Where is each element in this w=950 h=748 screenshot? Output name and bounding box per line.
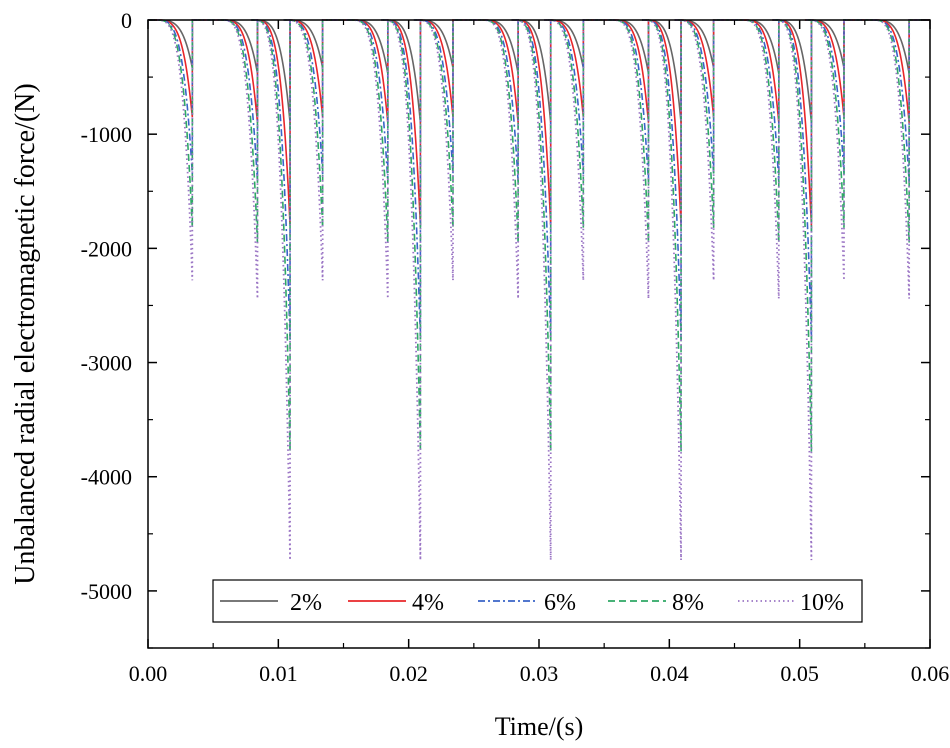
y-tick-label: -4000: [81, 465, 132, 490]
legend-box: [212, 579, 863, 623]
x-axis-label: Time/(s): [495, 712, 584, 741]
y-tick-label: 0: [121, 8, 132, 33]
x-tick-label: 0.00: [129, 661, 168, 686]
legend: 2% 4% 6% 8% 10%: [212, 579, 863, 623]
y-axis-label: Unbalanced radial electromagnetic force/…: [10, 83, 41, 584]
y-tick-label: -5000: [81, 579, 132, 604]
y-tick-label: -3000: [81, 351, 132, 376]
legend-label-3: 6%: [544, 590, 576, 616]
x-tick-label: 0.02: [389, 661, 428, 686]
legend-label-4: 8%: [672, 590, 704, 616]
legend-label-2: 4%: [412, 590, 444, 616]
legend-label-5: 10%: [800, 590, 844, 616]
x-tick-label: 0.06: [911, 661, 950, 686]
x-tick-label: 0.05: [780, 661, 819, 686]
y-tick-label: -1000: [81, 122, 132, 147]
series-line-2: [148, 19, 930, 226]
x-tick-label: 0.03: [520, 661, 559, 686]
y-tick-label: -2000: [81, 236, 132, 261]
x-tick-label: 0.01: [259, 661, 298, 686]
legend-label-1: 2%: [290, 590, 322, 616]
series-line-4: [148, 19, 930, 452]
x-tick-label: 0.04: [650, 661, 689, 686]
